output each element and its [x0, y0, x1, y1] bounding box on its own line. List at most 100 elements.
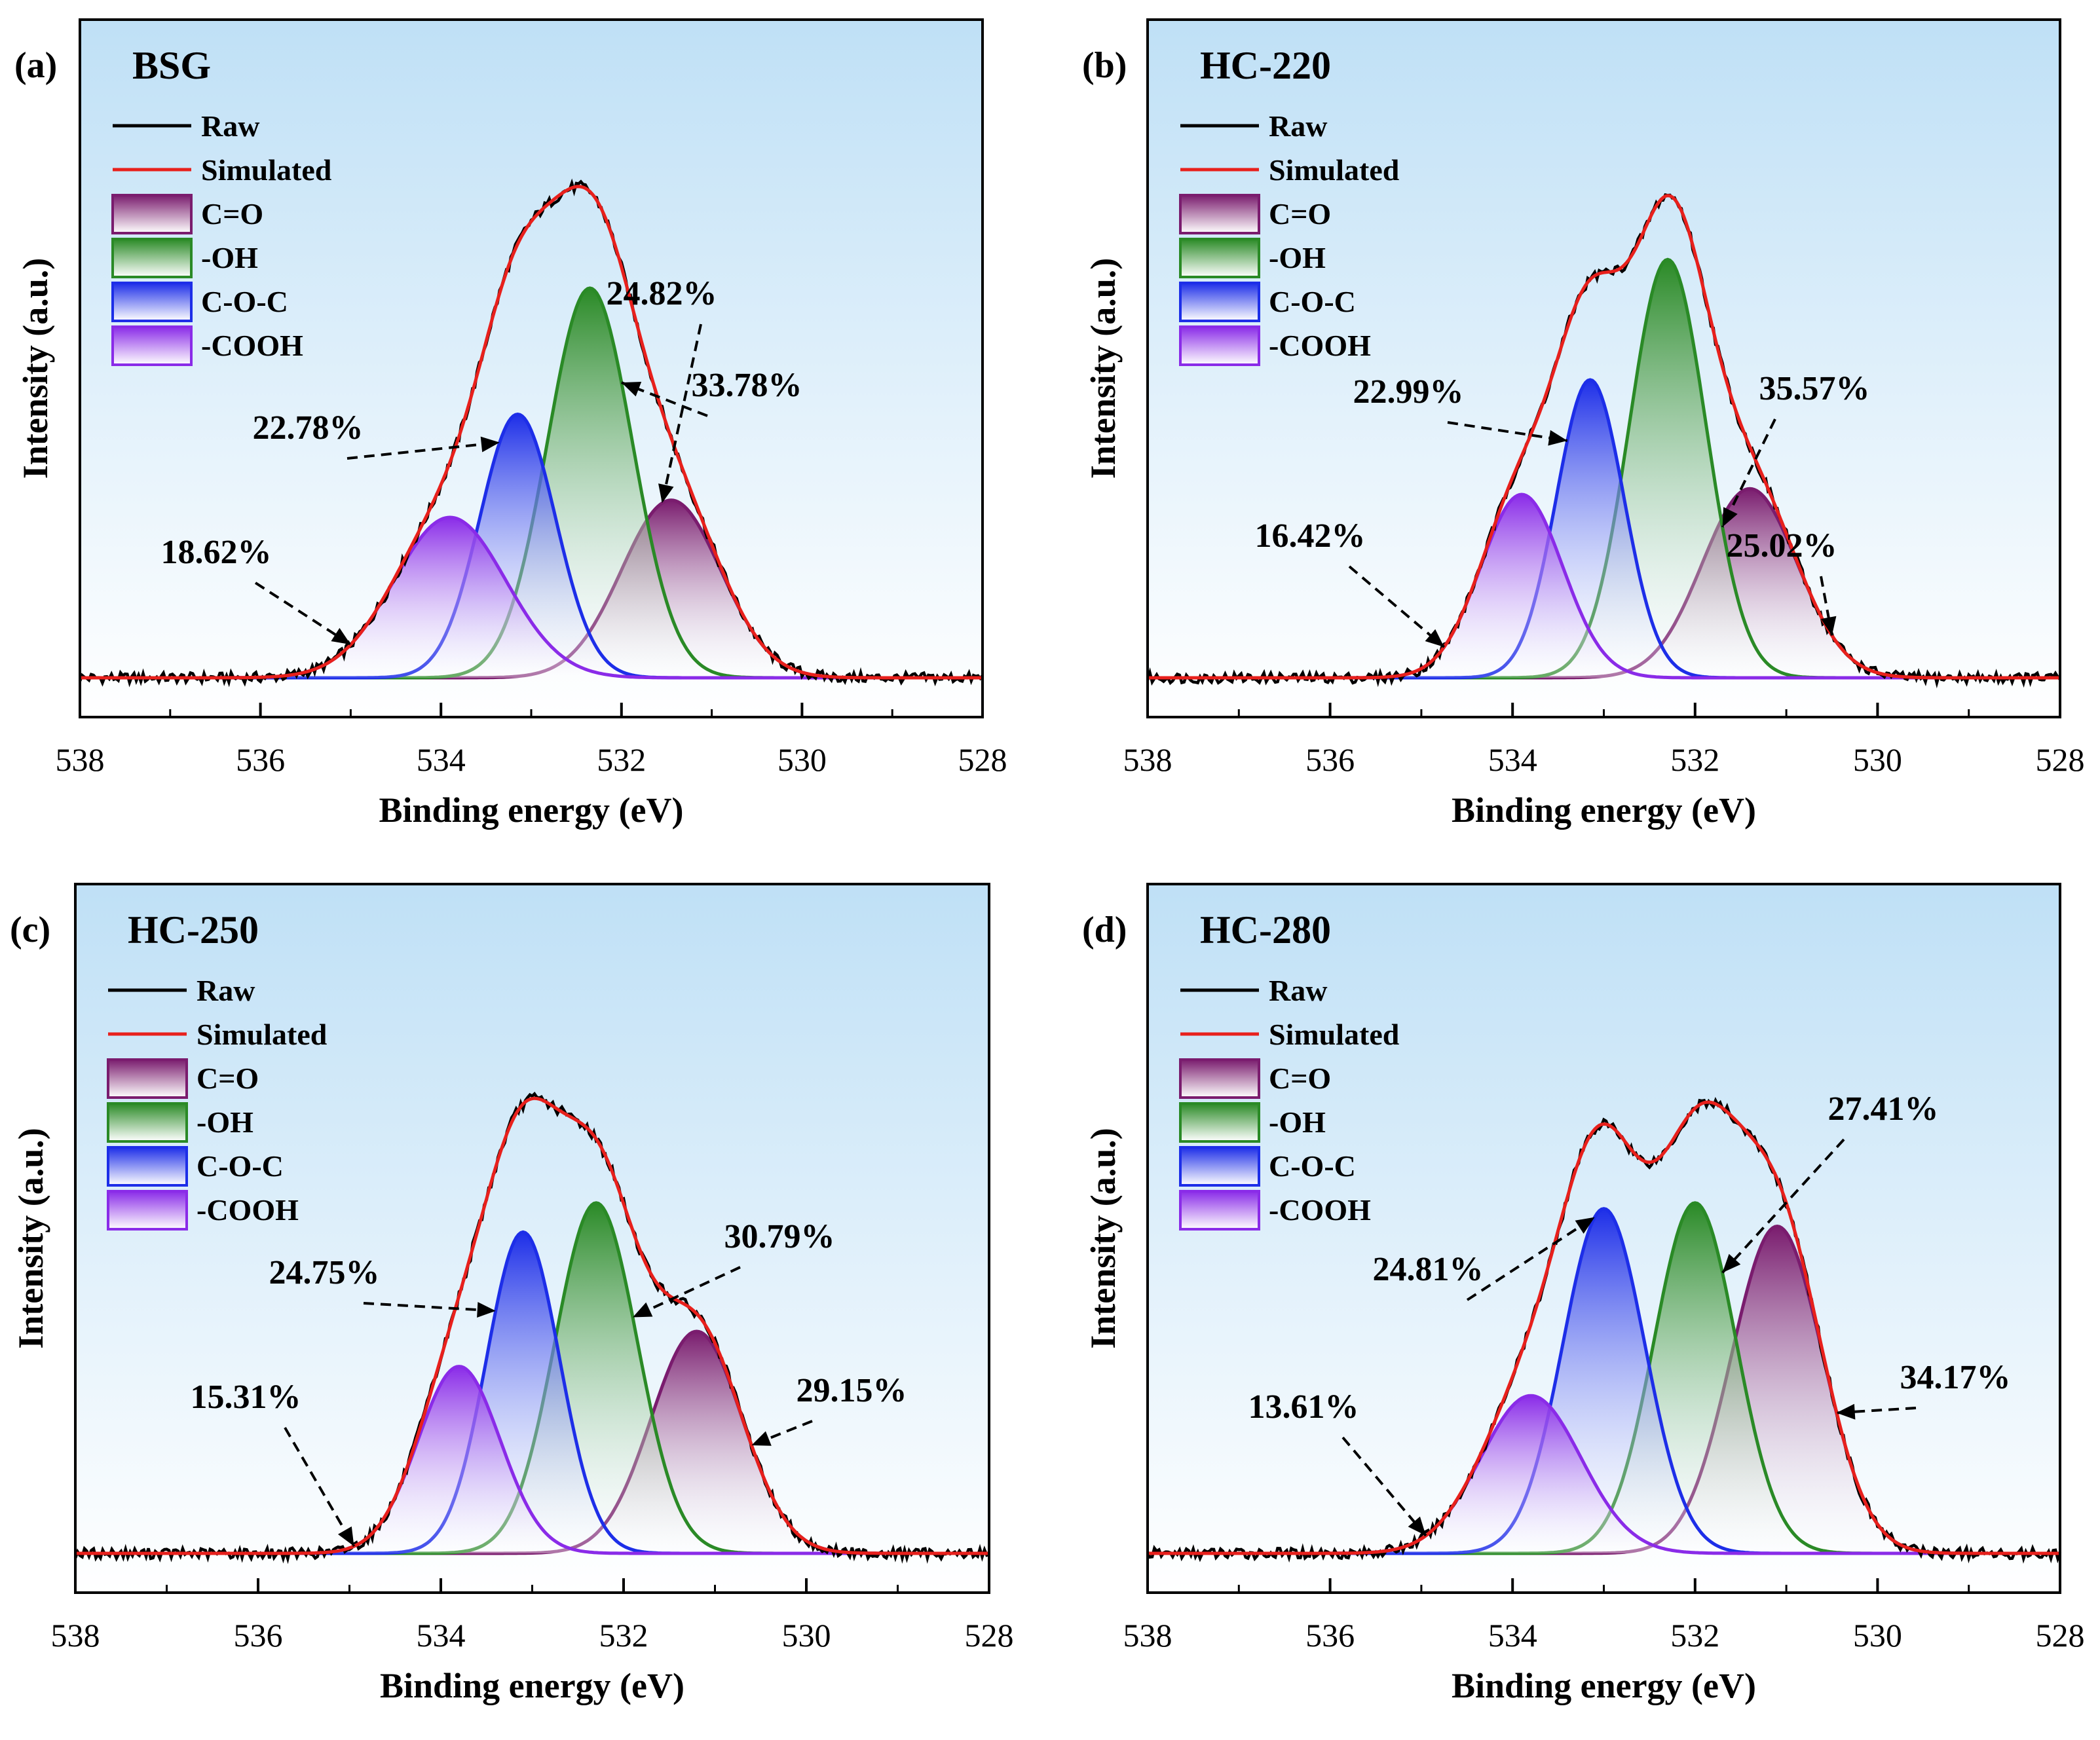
- legend-swatch: [111, 194, 193, 234]
- arrow-head: [1425, 629, 1444, 647]
- x-tick-label: 530: [1853, 741, 1902, 778]
- legend-entry: -COOH: [1179, 1190, 1371, 1231]
- x-axis-label: Binding energy (eV): [379, 790, 684, 830]
- x-axis-label: Binding energy (eV): [1452, 1666, 1756, 1705]
- arrow-head: [1722, 507, 1738, 527]
- legend-entry: C=O: [1179, 194, 1331, 234]
- arrow-line: [1348, 565, 1446, 648]
- simulated-curve: [75, 1096, 989, 1555]
- legend-swatch: [1179, 194, 1260, 234]
- arrow-line: [284, 1426, 356, 1547]
- percent-label: 13.61%: [1248, 1388, 1359, 1426]
- arrow-head: [658, 483, 674, 504]
- x-tick-label: 532: [1670, 1617, 1719, 1654]
- legend-label: C-O-C: [1269, 285, 1356, 318]
- x-tick-label: 538: [1123, 1617, 1172, 1654]
- legend-label: C=O: [197, 1062, 259, 1095]
- x-tick-label: 538: [1123, 741, 1172, 778]
- x-axis-label: Binding energy (eV): [1452, 790, 1756, 830]
- arrow-head: [480, 436, 500, 453]
- panel-label: (a): [14, 45, 57, 86]
- arrow-line: [632, 1266, 741, 1319]
- y-axis-label: Intensity (a.u.): [1083, 258, 1123, 479]
- legend-entry: -OH: [111, 238, 258, 278]
- legend-swatch: [1179, 1058, 1260, 1099]
- panel-c: 538 536 534 532 530 528 Binding energy (eV) Int…: [10, 883, 1014, 1705]
- legend-swatch: [107, 1146, 188, 1187]
- legend-swatch: [1179, 1190, 1260, 1231]
- legend-entry: -COOH: [107, 1190, 299, 1231]
- arrow-head: [1575, 1217, 1595, 1234]
- x-tick-label: 530: [782, 1617, 831, 1654]
- arrow-head: [1408, 1516, 1426, 1536]
- legend-entry: Raw: [113, 109, 259, 143]
- peak-fill-cooh: [80, 517, 983, 678]
- x-tick-label: 534: [417, 741, 466, 778]
- legend-entry: C-O-C: [111, 282, 288, 322]
- legend-entry: Raw: [1180, 974, 1327, 1007]
- arrow-line: [254, 582, 352, 646]
- percent-label: 24.82%: [607, 275, 717, 312]
- percent-label: 24.75%: [269, 1254, 380, 1291]
- legend-label: -OH: [1269, 241, 1326, 274]
- arrow-line: [1721, 418, 1776, 528]
- simulated-curve: [1148, 1100, 2060, 1555]
- legend-label: Raw: [1269, 109, 1327, 143]
- arrow-head: [338, 1526, 354, 1547]
- legend-entry: C=O: [111, 194, 263, 234]
- x-tick-label: 530: [1853, 1617, 1902, 1654]
- arrow-line: [1836, 1407, 1917, 1415]
- legend-label: -OH: [197, 1105, 253, 1139]
- legend-entry: -OH: [1179, 238, 1326, 278]
- legend-entry: C-O-C: [1179, 1146, 1356, 1187]
- legend-label: Raw: [201, 109, 259, 143]
- legend-swatch: [1179, 1146, 1260, 1187]
- panel-b: 538 536 534 532 530 528 Binding energy (eV) Int…: [1082, 18, 2085, 830]
- x-tick-label: 536: [236, 741, 285, 778]
- panel-label: (d): [1082, 910, 1127, 950]
- legend-entry: Simulated: [108, 1018, 328, 1051]
- percent-label: 18.62%: [161, 534, 272, 571]
- arrow-line: [1820, 576, 1833, 636]
- panel-title: BSG: [132, 44, 211, 87]
- legend-label: C=O: [1269, 1062, 1331, 1095]
- peak-fill-co: [75, 1331, 989, 1553]
- legend-entry: Raw: [108, 974, 255, 1007]
- arrow-line: [1721, 1138, 1845, 1274]
- arrow-head: [1836, 1403, 1856, 1420]
- arrow-line: [1341, 1436, 1427, 1537]
- legend-entry: -COOH: [111, 325, 303, 366]
- legend-label: -COOH: [1269, 329, 1371, 362]
- percent-label: 27.41%: [1828, 1090, 1939, 1128]
- panel-title: HC-220: [1200, 44, 1331, 87]
- x-tick-label: 528: [965, 1617, 1014, 1654]
- peak-fill-cooh: [1148, 1396, 2060, 1553]
- legend-entry: Raw: [1180, 109, 1327, 143]
- percent-label: 24.81%: [1373, 1251, 1484, 1288]
- arrow-head: [633, 1302, 653, 1318]
- arrow-head: [621, 382, 642, 397]
- legend-swatch: [111, 238, 193, 278]
- arrow-line: [1466, 1215, 1596, 1301]
- legend-entry: -OH: [107, 1102, 253, 1143]
- percent-label: 30.79%: [724, 1218, 835, 1255]
- simulated-curve: [1148, 194, 2060, 680]
- percent-label: 22.99%: [1353, 373, 1464, 411]
- legend-label: -COOH: [1269, 1193, 1371, 1227]
- percent-label: 16.42%: [1255, 517, 1366, 555]
- x-tick-label: 534: [1488, 1617, 1537, 1654]
- arrow-line: [660, 324, 702, 504]
- legend-swatch: [1179, 238, 1260, 278]
- x-tick-label: 538: [51, 1617, 100, 1654]
- arrow-line: [363, 1302, 496, 1312]
- panel-a: 538 536 534 532 530 528 Binding energy (eV) Int…: [14, 18, 1007, 830]
- x-tick-label: 530: [778, 741, 827, 778]
- x-tick-label: 532: [597, 741, 646, 778]
- legend-label: -OH: [1269, 1105, 1326, 1139]
- legend-label: C-O-C: [1269, 1149, 1356, 1183]
- legend-swatch: [1179, 325, 1260, 366]
- legend-label: Simulated: [1269, 1018, 1400, 1051]
- legend-swatch: [107, 1058, 188, 1099]
- peak-fill-coc: [80, 414, 983, 678]
